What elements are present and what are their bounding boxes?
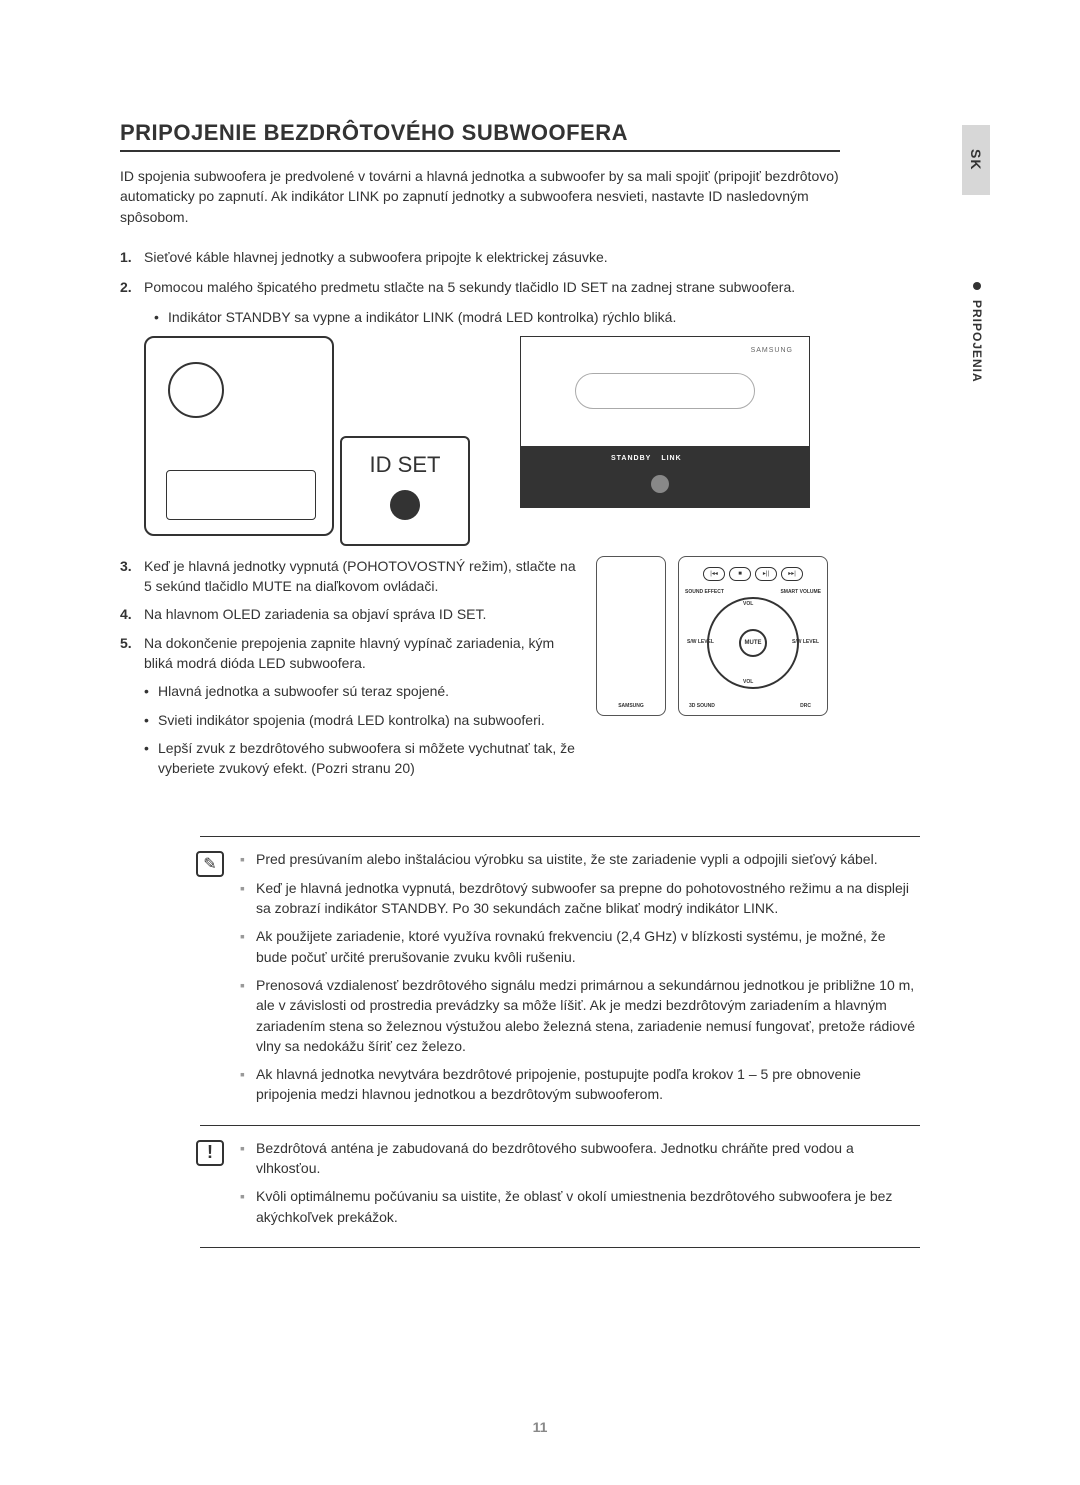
caution-item: ▪Kvôli optimálnemu počúvaniu sa uistite,… xyxy=(240,1186,920,1227)
step-text: Na hlavnom OLED zariadenia sa objaví spr… xyxy=(144,604,486,624)
remote-big: |◂◂ ■ ▸|| ▸▸| SOUND EFFECT SMART VOLUME … xyxy=(678,556,828,716)
main-unit-diagram: SAMSUNG STANDBY LINK xyxy=(520,336,810,508)
square-bullet: ▪ xyxy=(240,1138,256,1179)
next-icon: ▸▸| xyxy=(781,567,803,581)
figures-row: ID SET SAMSUNG STANDBY LINK xyxy=(120,336,840,556)
main-unit-bottom: STANDBY LINK xyxy=(521,447,809,507)
bullet-text: Indikátor STANDBY sa vypne a indikátor L… xyxy=(168,307,676,327)
step-5-sub-a: •Hlavná jednotka a subwoofer sú teraz sp… xyxy=(144,681,580,701)
step-3: 3.Keď je hlavná jednotky vypnutá (POHOTO… xyxy=(120,556,580,597)
square-bullet: ▪ xyxy=(240,878,256,919)
bullet-dot: • xyxy=(154,307,168,327)
bullet-text: Hlavná jednotka a subwoofer sú teraz spo… xyxy=(158,681,449,701)
square-bullet: ▪ xyxy=(240,1186,256,1227)
transport-row: |◂◂ ■ ▸|| ▸▸| xyxy=(679,567,827,581)
steps-and-remote: 3.Keď je hlavná jednotky vypnutá (POHOTO… xyxy=(120,556,840,787)
note-text: Prenosová vzdialenosť bezdrôtového signá… xyxy=(256,975,920,1056)
step-num: 5. xyxy=(120,633,144,674)
side-bullet xyxy=(973,282,981,290)
step-1: 1.Sieťové káble hlavnej jednotky a subwo… xyxy=(120,247,840,267)
subwoofer-back-diagram xyxy=(144,336,334,536)
step-5-sub-b: •Svieti indikátor spojenia (modrá LED ko… xyxy=(144,710,580,730)
note-item: ▪Ak použijete zariadenie, ktoré využíva … xyxy=(240,926,920,967)
bullet-text: Lepší zvuk z bezdrôtového subwoofera si … xyxy=(158,738,580,779)
step-text: Keď je hlavná jednotky vypnutá (POHOTOVO… xyxy=(144,556,580,597)
note-text: Ak použijete zariadenie, ktoré využíva r… xyxy=(256,926,920,967)
note-item: ▪Prenosová vzdialenosť bezdrôtového sign… xyxy=(240,975,920,1056)
caution-text: Kvôli optimálnemu počúvaniu sa uistite, … xyxy=(256,1186,920,1227)
bullet-dot: • xyxy=(144,710,158,730)
step-5: 5.Na dokončenie prepojenia zapnite hlavn… xyxy=(120,633,580,674)
drc-label: DRC xyxy=(800,703,811,709)
note-item: ▪Pred presúvaním alebo inštaláciou výrob… xyxy=(240,849,920,869)
note-item: ▪Keď je hlavná jednotka vypnutá, bezdrôt… xyxy=(240,878,920,919)
speaker-port xyxy=(168,362,224,418)
step-num: 3. xyxy=(120,556,144,597)
link-led xyxy=(651,475,669,493)
sw-left-label: S/W LEVEL xyxy=(687,639,714,645)
steps-1-2: 1.Sieťové káble hlavnej jednotky a subwo… xyxy=(120,247,840,298)
sw-right-label: S/W LEVEL xyxy=(792,639,819,645)
step-5-sub-c: •Lepší zvuk z bezdrôtového subwoofera si… xyxy=(144,738,580,779)
step-num: 1. xyxy=(120,247,144,267)
steps-3-5: 3.Keď je hlavná jednotky vypnutá (POHOTO… xyxy=(120,556,580,787)
rear-panel xyxy=(166,470,316,520)
vol-up-label: VOL xyxy=(743,601,753,607)
brand-label: SAMSUNG xyxy=(751,347,793,354)
bullet-dot: • xyxy=(144,681,158,701)
step-2-sub: •Indikátor STANDBY sa vypne a indikátor … xyxy=(154,307,960,327)
step-4: 4.Na hlavnom OLED zariadenia sa objaví s… xyxy=(120,604,580,624)
note-text: Pred presúvaním alebo inštaláciou výrobk… xyxy=(256,849,878,869)
side-tab: SK xyxy=(962,125,990,195)
remote-diagrams: SAMSUNG |◂◂ ■ ▸|| ▸▸| SOUND EFFECT SMART… xyxy=(596,556,828,716)
square-bullet: ▪ xyxy=(240,926,256,967)
step-text: Na dokončenie prepojenia zapnite hlavný … xyxy=(144,633,580,674)
page-number: 11 xyxy=(533,1419,548,1435)
remote-brand: SAMSUNG xyxy=(597,703,665,709)
note-item: ▪Ak hlavná jednotka nevytvára bezdrôtové… xyxy=(240,1064,920,1105)
step-2: 2.Pomocou malého špicatého predmetu stla… xyxy=(120,277,840,297)
bullet-dot: • xyxy=(144,738,158,779)
step-num: 2. xyxy=(120,277,144,297)
intro-text: ID spojenia subwoofera je predvolené v t… xyxy=(120,166,840,227)
display-window xyxy=(575,373,755,409)
link-label: LINK xyxy=(661,455,681,462)
id-set-button-graphic xyxy=(390,490,420,520)
mute-button: MUTE xyxy=(739,629,767,657)
vol-dn-label: VOL xyxy=(743,679,753,685)
notes-block: ✎ ▪Pred presúvaním alebo inštaláciou výr… xyxy=(200,836,920,1125)
main-unit-top: SAMSUNG xyxy=(521,337,809,447)
stop-icon: ■ xyxy=(729,567,751,581)
standby-label: STANDBY xyxy=(611,455,651,462)
step-text: Sieťové káble hlavnej jednotky a subwoof… xyxy=(144,247,840,267)
caution-item: ▪Bezdrôtová anténa je zabudovaná do bezd… xyxy=(240,1138,920,1179)
smart-volume-label: SMART VOLUME xyxy=(780,589,821,595)
step-num: 4. xyxy=(120,604,144,624)
step-text: Pomocou malého špicatého predmetu stlačt… xyxy=(144,277,840,297)
play-icon: ▸|| xyxy=(755,567,777,581)
note-text: Keď je hlavná jednotka vypnutá, bezdrôto… xyxy=(256,878,920,919)
id-set-label: ID SET xyxy=(342,452,468,478)
prev-icon: |◂◂ xyxy=(703,567,725,581)
remote-small: SAMSUNG xyxy=(596,556,666,716)
caution-text: Bezdrôtová anténa je zabudovaná do bezdr… xyxy=(256,1138,920,1179)
note-text: Ak hlavná jednotka nevytvára bezdrôtové … xyxy=(256,1064,920,1105)
square-bullet: ▪ xyxy=(240,975,256,1056)
side-section-label: PRIPOJENIA xyxy=(970,300,984,383)
cautions-block: ! ▪Bezdrôtová anténa je zabudovaná do be… xyxy=(200,1138,920,1248)
bullet-text: Svieti indikátor spojenia (modrá LED kon… xyxy=(158,710,545,730)
caution-icon: ! xyxy=(196,1140,224,1166)
page-heading: PRIPOJENIE BEZDRÔTOVÉHO SUBWOOFERA xyxy=(120,120,840,152)
side-tab-label: SK xyxy=(968,149,984,170)
square-bullet: ▪ xyxy=(240,849,256,869)
note-icon: ✎ xyxy=(196,851,224,877)
led-labels: STANDBY LINK xyxy=(611,455,682,462)
sound-effect-label: SOUND EFFECT xyxy=(685,589,724,595)
tdsound-label: 3D SOUND xyxy=(689,703,715,709)
square-bullet: ▪ xyxy=(240,1064,256,1105)
id-set-callout: ID SET xyxy=(340,436,470,546)
